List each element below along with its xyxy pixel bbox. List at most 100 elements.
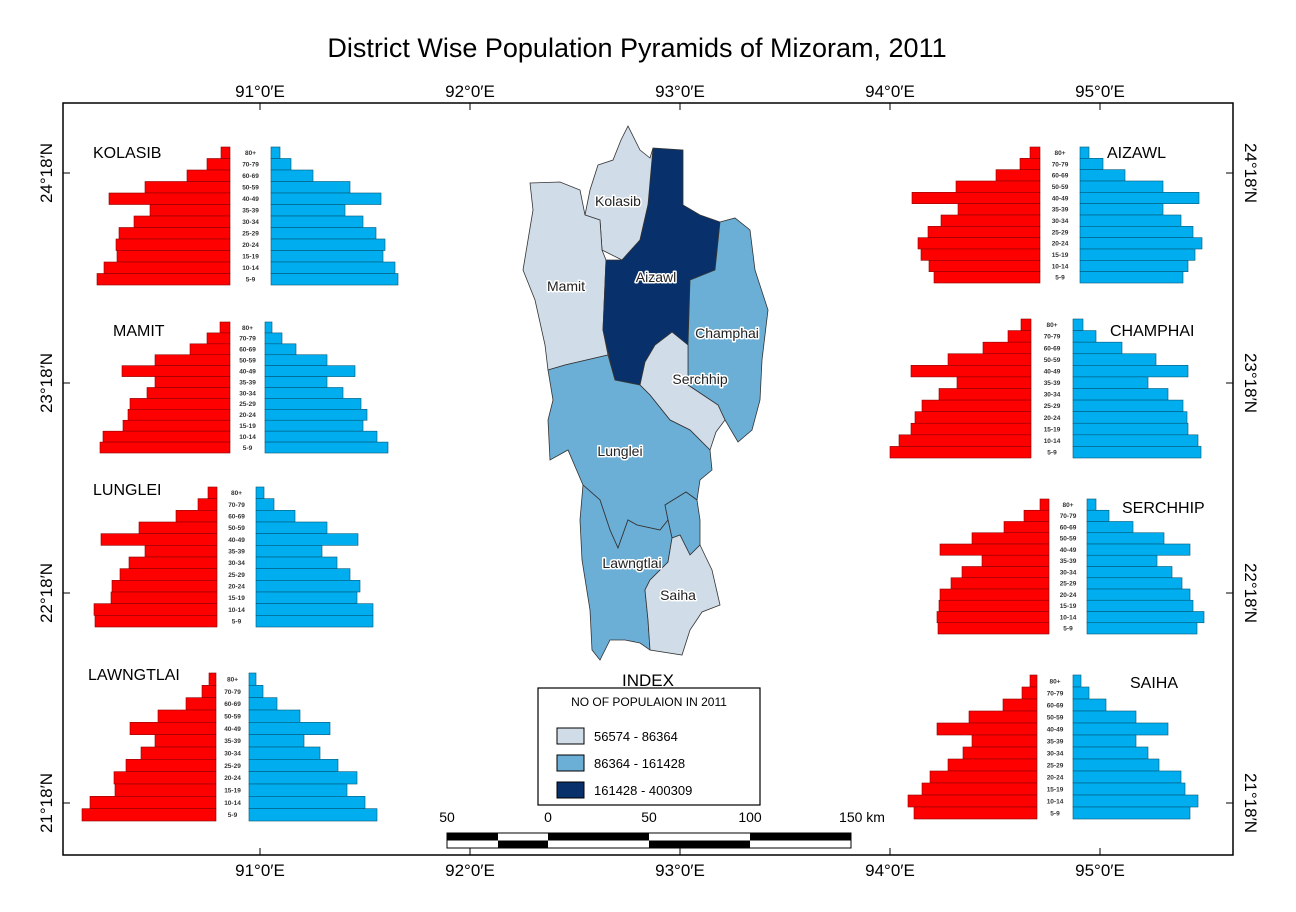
- male-bar: [96, 273, 231, 286]
- district-label-aizawl: Aizawl: [636, 269, 676, 285]
- male-bar: [189, 343, 231, 356]
- female-bar: [255, 580, 361, 593]
- age-label: 5-9: [228, 812, 238, 819]
- female-bar: [255, 545, 323, 558]
- age-label: 5-9: [1047, 450, 1057, 457]
- female-bar: [248, 796, 366, 809]
- female-bar: [255, 568, 351, 581]
- male-bar: [125, 759, 217, 772]
- longitude-label-top: 92°0′E: [445, 82, 495, 101]
- male-bar: [911, 192, 1041, 204]
- male-bar: [927, 226, 1041, 238]
- female-bar: [255, 591, 358, 604]
- age-label: 25-29: [239, 401, 256, 408]
- pyramid-title: SERCHHIP: [1122, 500, 1205, 517]
- age-label: 15-19: [1044, 426, 1061, 433]
- female-bar: [1072, 710, 1137, 724]
- age-label: 80+: [1049, 678, 1060, 685]
- female-bar: [264, 430, 378, 443]
- legend-class-3: 161428 - 400309: [594, 783, 692, 798]
- male-bar: [939, 543, 1050, 556]
- female-bar: [1072, 734, 1137, 748]
- female-bar: [255, 533, 359, 546]
- male-bar: [113, 771, 217, 785]
- age-label: 70-79: [1060, 513, 1077, 520]
- female-bar: [1072, 318, 1084, 331]
- female-bar: [1086, 622, 1198, 635]
- male-bar: [933, 271, 1041, 284]
- male-bar: [1029, 146, 1041, 159]
- male-bar: [128, 556, 218, 569]
- male-bar: [100, 533, 218, 546]
- pyramid-champhai: CHAMPHAI 80+ 70-79 60-69 50-59 40-49 35-39 30-3…: [889, 318, 1202, 459]
- district-label-serchhip: Serchhip: [672, 371, 727, 387]
- legend: NO OF POPULAION IN 2011 56574 - 86364 86…: [537, 687, 761, 806]
- latitude-label-right: 23°18′N: [1241, 353, 1260, 413]
- female-bar: [270, 261, 396, 274]
- male-bar: [938, 599, 1050, 612]
- male-bar: [111, 580, 218, 593]
- age-label: 50-59: [239, 358, 256, 365]
- latitude-label-right: 21°18′N: [1241, 773, 1260, 833]
- age-label: 30-34: [1044, 392, 1061, 399]
- age-label: 40-49: [1052, 195, 1069, 202]
- female-bar: [264, 398, 362, 410]
- age-label: 25-29: [1047, 762, 1064, 769]
- male-bar: [981, 554, 1050, 567]
- female-bar: [1072, 411, 1188, 424]
- district-label-saiha: Saiha: [660, 587, 696, 603]
- female-bar: [1079, 248, 1196, 261]
- age-label: 30-34: [1052, 218, 1069, 225]
- age-label: 35-39: [1060, 558, 1077, 565]
- male-bar: [219, 321, 231, 334]
- male-bar: [968, 710, 1038, 724]
- female-bar: [270, 250, 384, 263]
- scale-segment: [750, 833, 851, 841]
- male-bar: [1039, 498, 1050, 511]
- latitude-label-left: 21°18′N: [37, 773, 56, 833]
- age-label: 40-49: [1044, 368, 1061, 375]
- female-bar: [1079, 226, 1194, 238]
- female-bar: [1072, 698, 1107, 712]
- female-bar: [270, 204, 346, 217]
- pyramid-title: CHAMPHAI: [1110, 323, 1194, 340]
- male-bar: [206, 158, 231, 171]
- male-bar: [917, 237, 1041, 250]
- male-bar: [99, 441, 231, 454]
- female-bar: [1072, 330, 1097, 343]
- male-bar: [129, 398, 231, 410]
- age-label: 50-59: [224, 713, 241, 720]
- age-label: 25-29: [228, 572, 245, 579]
- male-bar: [208, 672, 217, 686]
- male-bar: [910, 422, 1032, 436]
- male-bar: [1003, 521, 1050, 534]
- female-bar: [248, 697, 278, 711]
- male-bar: [154, 734, 217, 748]
- male-bar: [921, 782, 1038, 796]
- population-pyramids: KOLASIB 80+ 70-79 60-69 50-59 40-49 35-39 30-34…: [81, 145, 1205, 822]
- male-bar: [103, 261, 231, 274]
- district-map: Kolasib Mamit Aizawl Champhai Serchhip Lungle…: [522, 125, 769, 661]
- male-bar: [115, 238, 231, 251]
- male-bar: [144, 545, 218, 558]
- age-label: 30-34: [228, 560, 245, 567]
- age-label: 10-14: [1060, 614, 1077, 621]
- male-bar: [81, 808, 217, 822]
- female-bar: [1086, 509, 1110, 522]
- age-label: 80+: [1062, 502, 1073, 509]
- male-bar: [119, 568, 218, 581]
- female-bar: [1086, 611, 1205, 624]
- age-label: 40-49: [224, 726, 241, 733]
- age-label: 50-59: [1052, 184, 1069, 191]
- male-bar: [1021, 686, 1038, 700]
- age-label: 20-24: [1044, 415, 1061, 422]
- female-bar: [264, 419, 364, 432]
- age-label: 20-24: [224, 775, 241, 782]
- age-label: 10-14: [1044, 438, 1061, 445]
- age-label: 40-49: [242, 196, 259, 203]
- scale-label: 100: [738, 809, 762, 825]
- graticule-labels: 91°0′E 91°0′E 92°0′E 92°0′E 93°0′E 93°0′E 94°0…: [37, 82, 1260, 880]
- age-label: 25-29: [1052, 229, 1069, 236]
- female-bar: [1072, 782, 1186, 796]
